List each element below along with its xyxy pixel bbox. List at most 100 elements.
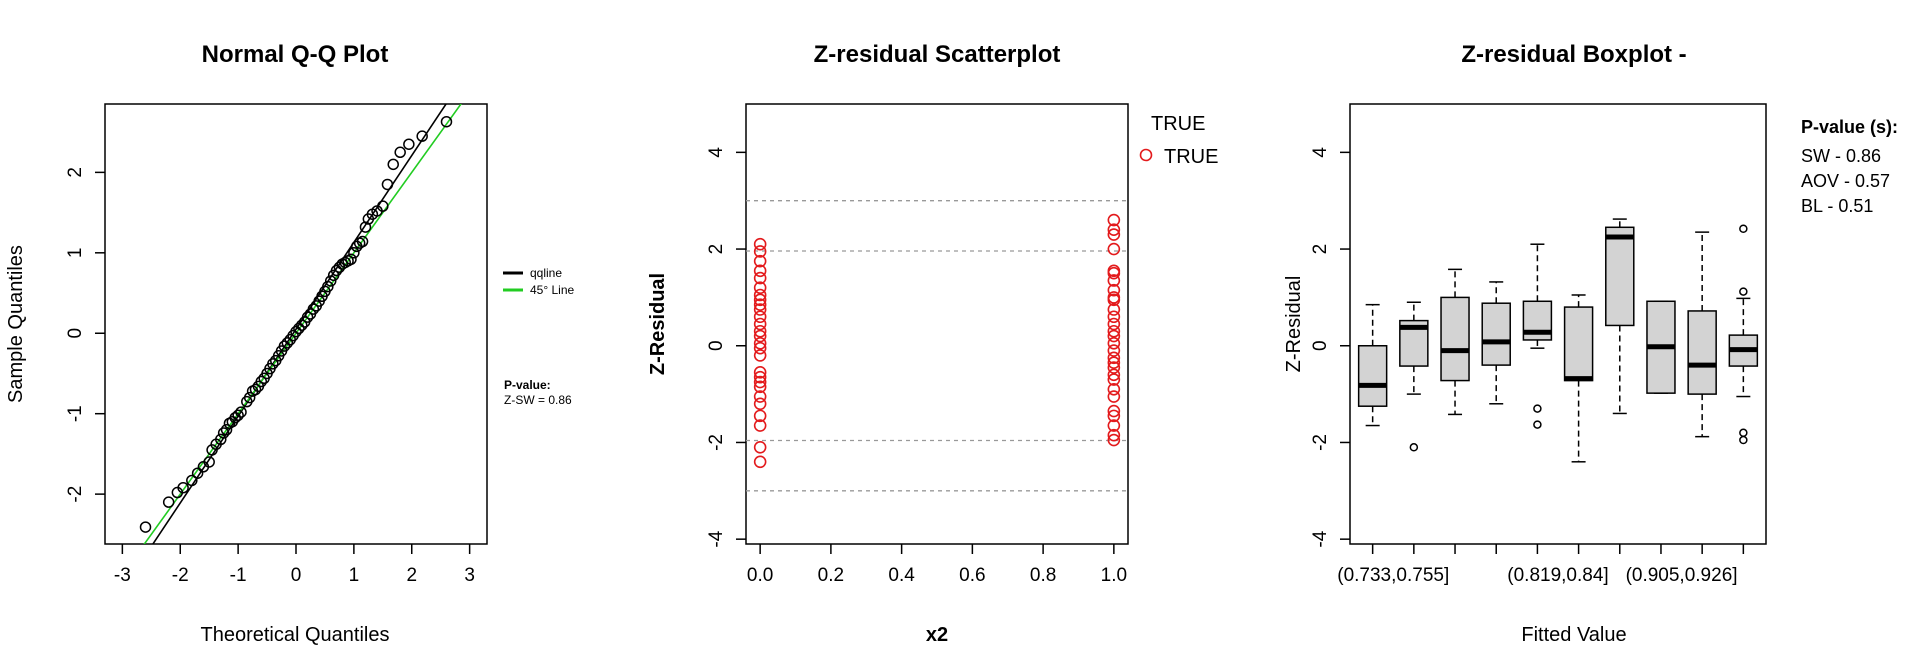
boxplot-iqr-box xyxy=(1687,310,1717,395)
boxplot-outlier xyxy=(1533,404,1542,413)
scatter-point xyxy=(753,310,767,324)
scatter-point xyxy=(753,293,767,307)
boxplot-pvalue-bl: BL - 0.51 xyxy=(1801,196,1873,216)
qq-point xyxy=(203,456,215,468)
scatter-point xyxy=(1107,317,1121,331)
qq-point xyxy=(356,235,369,248)
scatter-title: Z-residual Scatterplot xyxy=(814,41,1061,68)
scatter-point xyxy=(1107,274,1121,287)
scatter-point xyxy=(753,397,767,411)
qq-point xyxy=(348,247,360,259)
scatter-point xyxy=(753,303,767,316)
boxplot-iqr-box xyxy=(1563,306,1594,382)
qq-point xyxy=(215,433,227,446)
scatter-x-tick-label: 0.0 xyxy=(747,565,773,586)
qq-point xyxy=(278,340,291,352)
qq-point xyxy=(296,319,308,331)
scatter-y-axis: -4 -2 0 2 4 xyxy=(706,147,746,548)
qq-y-tick-label: 0 xyxy=(65,328,86,339)
scatter-point xyxy=(1107,409,1121,423)
scatter-x-tick-label: 0.6 xyxy=(959,565,985,586)
qq-y-tick-label: 1 xyxy=(65,248,86,259)
boxplot-box xyxy=(1646,300,1676,394)
scatter-point xyxy=(1107,356,1121,369)
scatter-frame xyxy=(745,103,1129,545)
boxplot-outlier xyxy=(1739,224,1748,233)
scatter-legend-label: TRUE xyxy=(1164,146,1218,168)
qq-x-tick-label: 2 xyxy=(406,565,417,586)
qq-point xyxy=(394,146,406,159)
qq-x-tick-label: 1 xyxy=(349,565,360,586)
qq-point xyxy=(307,303,320,315)
scatter-point xyxy=(1107,404,1121,418)
qq-point xyxy=(403,138,415,150)
scatter-point xyxy=(753,375,767,389)
scatter-y-tick-label: 0 xyxy=(706,340,727,351)
scatter-x-tick-label: 0.2 xyxy=(818,565,844,586)
scatter-point xyxy=(753,254,767,268)
scatter-panel: Z-residual Scatterplot 0.0 0.2 0.4 0.6 0.8 1.… xyxy=(647,41,1218,646)
qq-point xyxy=(293,322,305,335)
scatter-legend-title: TRUE xyxy=(1151,113,1205,135)
qq-point xyxy=(416,130,428,142)
scatter-legend: TRUE TRUE xyxy=(1139,113,1218,168)
boxplot-outlier xyxy=(1739,435,1748,445)
scatter-y-tick-label: 4 xyxy=(706,147,727,158)
boxplot-pvalue-aov: AOV - 0.57 xyxy=(1801,171,1890,191)
scatter-point xyxy=(1107,368,1121,382)
boxplot-box xyxy=(1687,231,1717,438)
boxplot-y-tick-label: 0 xyxy=(1310,340,1331,351)
scatter-point xyxy=(1107,329,1121,343)
scatter-point xyxy=(1107,337,1121,350)
qq-point xyxy=(220,424,233,436)
qq-point xyxy=(281,337,294,349)
qq-point xyxy=(290,325,302,338)
scatter-point xyxy=(753,281,767,295)
scatter-point xyxy=(753,329,767,343)
scatter-x-tick-label: 0.8 xyxy=(1030,565,1056,586)
boxplot-iqr-box xyxy=(1481,302,1511,366)
boxplot-iqr-box xyxy=(1357,345,1388,407)
boxplot-y-tick-label: 4 xyxy=(1310,147,1331,158)
scatter-point xyxy=(1107,361,1121,374)
scatter-point xyxy=(753,366,767,379)
boxplot-box xyxy=(1605,218,1635,415)
qq-plot-panel: Normal Q-Q Plot -3 -2 -1 0 1 2 3 -2 -1 0 1 2 Theor… xyxy=(5,41,574,646)
qq-point xyxy=(177,481,189,494)
boxplot-box xyxy=(1481,281,1511,405)
qq-point xyxy=(139,521,152,533)
boxplot-x-tick-label: (0.819,0.84] xyxy=(1507,565,1608,586)
qq-y-axis-label: Sample Quantiles xyxy=(5,245,27,403)
scatter-point xyxy=(753,298,767,311)
scatter-point xyxy=(1107,344,1121,357)
qq-legend: qqline 45° Line xyxy=(503,266,574,297)
scatter-point xyxy=(753,380,767,394)
qq-reference-line xyxy=(151,104,448,544)
scatter-point xyxy=(1107,293,1121,307)
boxplot-outlier xyxy=(1533,420,1542,429)
boxplot-iqr-box xyxy=(1440,296,1470,382)
qq-point xyxy=(232,409,244,422)
scatter-point xyxy=(753,440,767,454)
boxplot-pvalue-title: P-value (s): xyxy=(1801,117,1898,137)
scatter-point xyxy=(753,337,767,350)
boxplot-title: Z-residual Boxplot - xyxy=(1461,41,1686,68)
boxplot-outlier xyxy=(1739,428,1748,438)
scatter-point xyxy=(1107,390,1121,403)
scatter-point xyxy=(1107,283,1121,297)
scatter-point xyxy=(1107,266,1121,280)
scatter-point xyxy=(753,349,767,362)
scatter-point xyxy=(1107,324,1121,338)
qq-point xyxy=(186,474,198,487)
qq-points xyxy=(139,115,453,533)
boxplot-panel: Z-residual Boxplot - (0.733,0.755] (0.819… xyxy=(1283,41,1898,646)
scatter-points xyxy=(753,213,1121,469)
qq-pvalue-text: Z-SW = 0.86 xyxy=(504,393,572,407)
scatter-point xyxy=(753,455,767,469)
boxplot-boxes xyxy=(1357,218,1759,463)
scatter-point xyxy=(1107,433,1121,447)
boxplot-x-axis-label: Fitted Value xyxy=(1521,624,1626,646)
scatter-point xyxy=(753,324,767,338)
qq-x-axis: -3 -2 -1 0 1 2 3 xyxy=(114,544,475,586)
